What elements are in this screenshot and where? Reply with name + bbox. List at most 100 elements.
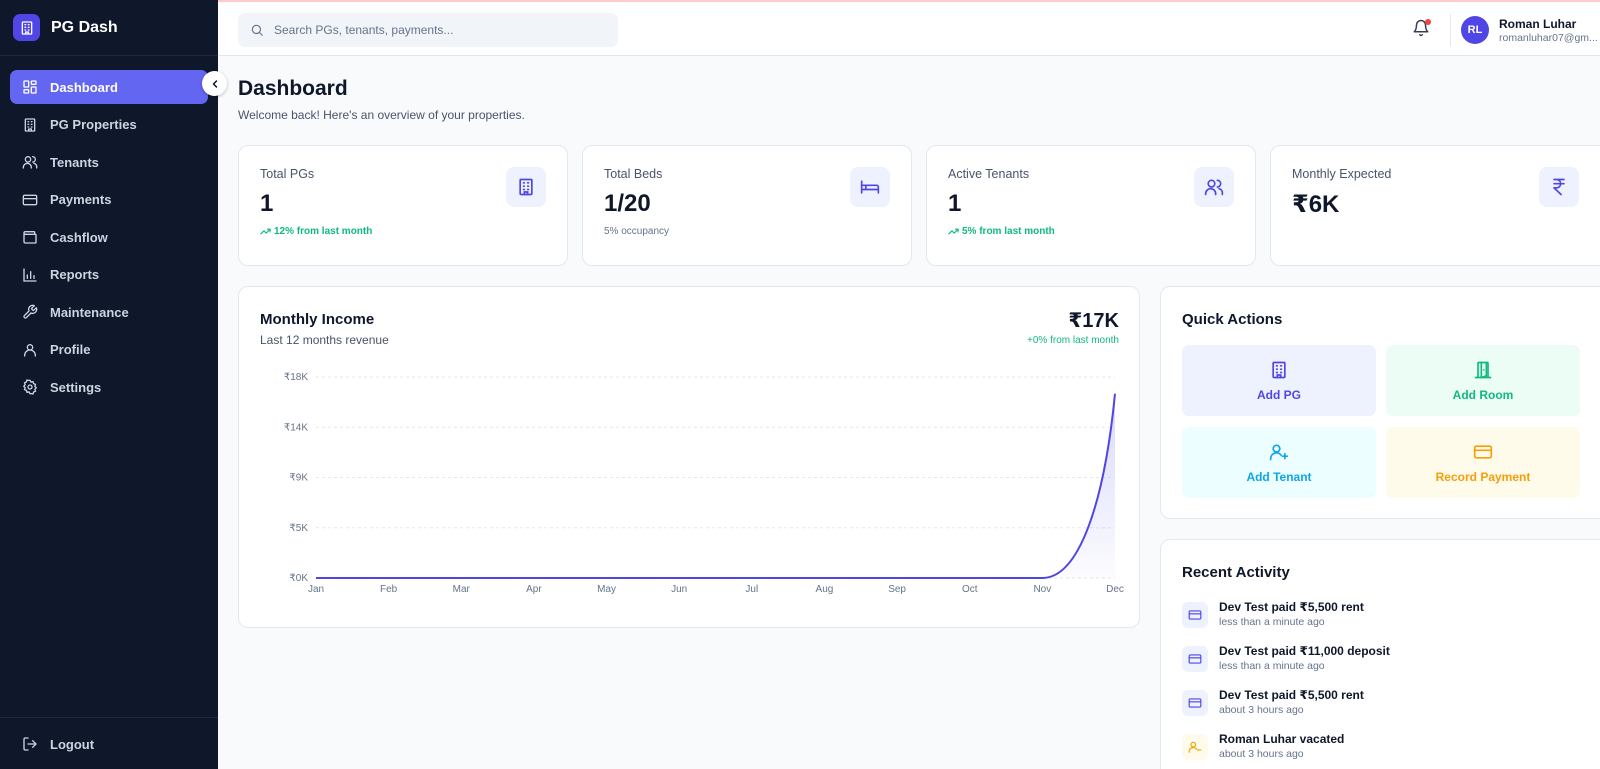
activity-text: Dev Test paid ₹5,500 rent [1219, 688, 1364, 702]
search-input[interactable] [274, 23, 604, 37]
search-icon [251, 24, 263, 36]
wrench-icon [23, 304, 38, 319]
stat-note-text: 5% occupancy [604, 226, 670, 237]
sidebar-item-cashflow[interactable]: Cashflow [10, 220, 208, 254]
list-item[interactable]: Dev Test paid ₹5,500 rent about 3 hours … [1182, 688, 1364, 716]
y-tick-label: ₹18K [284, 372, 308, 383]
trend-up-icon [948, 228, 959, 235]
sidebar-item-label: Dashboard [50, 79, 118, 95]
income-line [315, 393, 1116, 579]
bell-icon [1413, 19, 1429, 37]
sidebar-item-reports[interactable]: Reports [10, 258, 208, 292]
add-tenant-button[interactable]: Add Tenant [1182, 427, 1376, 498]
sidebar-item-pg-properties[interactable]: PG Properties [10, 108, 208, 142]
activity-time: about 3 hours ago [1219, 704, 1304, 716]
sidebar-item-label: Payments [50, 192, 112, 207]
list-item[interactable]: Dev Test paid ₹5,500 rent less than a mi… [1182, 600, 1364, 628]
sidebar-item-dashboard[interactable]: Dashboard [10, 70, 208, 104]
sidebar-item-profile[interactable]: Profile [10, 333, 208, 367]
building-icon [24, 117, 36, 132]
bed-icon [850, 167, 890, 207]
sidebar-item-label: Maintenance [50, 304, 129, 320]
stat-label: Monthly Expected [1292, 167, 1392, 181]
sidebar-item-tenants[interactable]: Tenants [10, 145, 208, 179]
monthly-income-card: Monthly Income Last 12 months revenue ₹1… [238, 286, 1140, 628]
sidebar-item-settings[interactable]: Settings [10, 370, 208, 404]
page-title: Dashboard [238, 77, 348, 100]
chart-subtitle: Last 12 months revenue [260, 333, 389, 347]
record-payment-button[interactable]: Record Payment [1386, 427, 1580, 498]
activity-time: less than a minute ago [1219, 660, 1325, 672]
user-email: romanluhar07@gm... [1499, 31, 1598, 44]
x-tick-label: Sep [888, 584, 906, 595]
x-tick-label: Apr [526, 584, 542, 595]
rupee-icon [1539, 167, 1579, 207]
x-tick-label: Jun [671, 584, 687, 595]
sidebar: PG Dash Dashboard PG Properties Tenants … [0, 0, 218, 769]
activity-time: less than a minute ago [1219, 616, 1325, 628]
add-room-button[interactable]: Add Room [1386, 345, 1580, 416]
brand[interactable]: PG Dash [0, 0, 218, 56]
bar-chart-icon [23, 267, 37, 282]
stat-card-total-pgs: Total PGs 1 12% from last month [238, 145, 568, 266]
x-tick-label: Jul [745, 584, 758, 595]
income-chart: ₹0K ₹5K ₹9K ₹14K ₹18K Jan Feb Mar Apr May Jun Jul Au… [284, 372, 1124, 595]
gear-icon [22, 379, 38, 395]
chevron-left-icon [212, 79, 217, 88]
door-icon [1474, 361, 1492, 378]
y-tick-label: ₹0K [289, 573, 308, 584]
stat-value: 1 [948, 190, 962, 217]
x-tick-label: May [597, 584, 616, 595]
credit-card-icon [22, 194, 38, 205]
y-tick-label: ₹9K [289, 473, 308, 484]
x-tick-label: Mar [453, 584, 471, 595]
sidebar-collapse-button[interactable] [202, 71, 227, 96]
user-menu[interactable]: RL Roman Luhar romanluhar07@gm... [1461, 16, 1598, 44]
x-tick-label: Aug [816, 584, 834, 595]
y-tick-label: ₹5K [289, 523, 308, 534]
add-tenant-label: Add Tenant [1246, 469, 1312, 484]
chart-title: Monthly Income [260, 311, 375, 328]
wallet-icon [23, 231, 37, 244]
building-icon [1272, 361, 1286, 378]
recent-activity-card: Recent Activity Dev Test paid ₹5,500 ren… [1160, 539, 1600, 769]
income-total: ₹17K [1068, 310, 1119, 332]
top-bar: RL Roman Luhar romanluhar07@gm... [218, 0, 1600, 56]
list-item[interactable]: Dev Test paid ₹11,000 deposit less than … [1182, 644, 1390, 672]
sidebar-item-label: Cashflow [50, 229, 108, 245]
stat-note-text: 12% from last month [274, 226, 373, 237]
add-room-label: Add Room [1452, 387, 1514, 402]
search-box[interactable] [238, 13, 618, 47]
user-name: Roman Luhar [1499, 16, 1577, 31]
page-subtitle: Welcome back! Here's an overview of your… [238, 108, 525, 122]
stat-note: 5% from last month [948, 226, 1055, 237]
user-plus-icon [1269, 444, 1289, 460]
quick-actions-card: Quick Actions Add PG Add Room Add Tenant… [1160, 286, 1600, 519]
user-icon [24, 343, 36, 357]
quick-actions-title: Quick Actions [1182, 311, 1283, 328]
list-item[interactable]: Roman Luhar vacated about 3 hours ago [1182, 732, 1344, 760]
sidebar-item-payments[interactable]: Payments [10, 183, 208, 217]
trend-up-icon [260, 228, 271, 235]
user-info: Roman Luhar romanluhar07@gm... [1499, 17, 1598, 44]
credit-card-icon [1182, 602, 1208, 628]
sidebar-nav: Dashboard PG Properties Tenants Payments… [10, 70, 208, 408]
activity-text: Dev Test paid ₹5,500 rent [1219, 600, 1364, 614]
x-tick-label: Jan [308, 584, 324, 595]
activity-time: about 3 hours ago [1219, 748, 1304, 760]
notifications-button[interactable] [1412, 19, 1432, 39]
income-area [316, 393, 1115, 578]
y-tick-label: ₹14K [284, 422, 308, 433]
stat-note: 12% from last month [260, 226, 372, 237]
sidebar-item-maintenance[interactable]: Maintenance [10, 295, 208, 329]
sidebar-footer: Logout [0, 717, 218, 769]
logout-icon [23, 737, 37, 751]
stat-value: ₹6K [1292, 191, 1340, 218]
sidebar-item-label: Profile [50, 342, 91, 357]
sidebar-item-label: PG Properties [50, 117, 137, 132]
add-pg-button[interactable]: Add PG [1182, 345, 1376, 416]
notification-badge [1425, 19, 1431, 25]
logout-button[interactable]: Logout [22, 736, 94, 752]
x-tick-label: Dec [1106, 584, 1124, 595]
dashboard-icon [23, 80, 37, 94]
